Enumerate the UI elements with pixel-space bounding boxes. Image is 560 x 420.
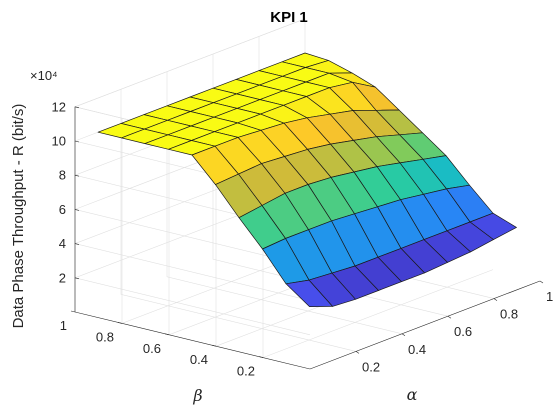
- y-axis-line: [74, 311, 311, 370]
- z-tick-label: 8: [59, 168, 66, 183]
- axes: [70, 106, 544, 370]
- z-tick: [74, 174, 80, 177]
- x-tick: [447, 315, 452, 319]
- chart-title: KPI 1: [270, 9, 308, 26]
- x-tick-label: 0.8: [500, 307, 518, 322]
- surface-patch: [285, 279, 333, 307]
- y-tick: [70, 310, 76, 313]
- z-tick-label: 4: [59, 236, 66, 251]
- y-axis-label: β: [192, 386, 202, 405]
- x-tick: [539, 280, 544, 284]
- z-tick: [74, 277, 80, 280]
- z-tick: [74, 209, 80, 211]
- x-tick-label: 1: [546, 289, 553, 304]
- z-scale-label: ×10⁴: [30, 68, 58, 83]
- z-tick-label: 2: [59, 270, 66, 285]
- x-tick-label: 0.4: [408, 342, 426, 357]
- x-grid-line: [120, 89, 357, 352]
- z-tick-label: 6: [59, 202, 66, 217]
- z-tick: [74, 243, 80, 245]
- y-tick-label: 0.4: [190, 352, 208, 367]
- y-tick-label: 0.2: [237, 364, 255, 379]
- x-tick: [355, 351, 360, 354]
- y-tick: [117, 322, 123, 324]
- y-tick-label: 0.6: [143, 341, 161, 356]
- y-tick: [258, 356, 264, 358]
- x-axis-line: [309, 280, 541, 370]
- x-tick: [493, 298, 498, 301]
- z-axis-label: Data Phase Throughput - R (bit/s): [10, 104, 27, 329]
- y-tick: [211, 344, 217, 347]
- surface: [97, 52, 517, 307]
- z-tick-label: 10: [52, 134, 66, 149]
- y-tick-label: 0.8: [96, 329, 114, 344]
- y-tick: [164, 333, 170, 336]
- z-tick: [74, 140, 80, 143]
- y-tick-label: 1: [60, 318, 67, 333]
- tick-labels: 2 4 6 8 10 12 0.2 0.4 0.6 0.8 1 0.2 0.4 0.6 0.8 1: [52, 99, 554, 378]
- x-axis-label: α: [407, 385, 418, 404]
- z-tick-label: 12: [52, 99, 66, 114]
- x-tick-label: 0.2: [362, 359, 380, 374]
- x-tick-label: 0.6: [454, 324, 472, 339]
- z-tick: [74, 106, 80, 109]
- x-tick: [401, 333, 406, 337]
